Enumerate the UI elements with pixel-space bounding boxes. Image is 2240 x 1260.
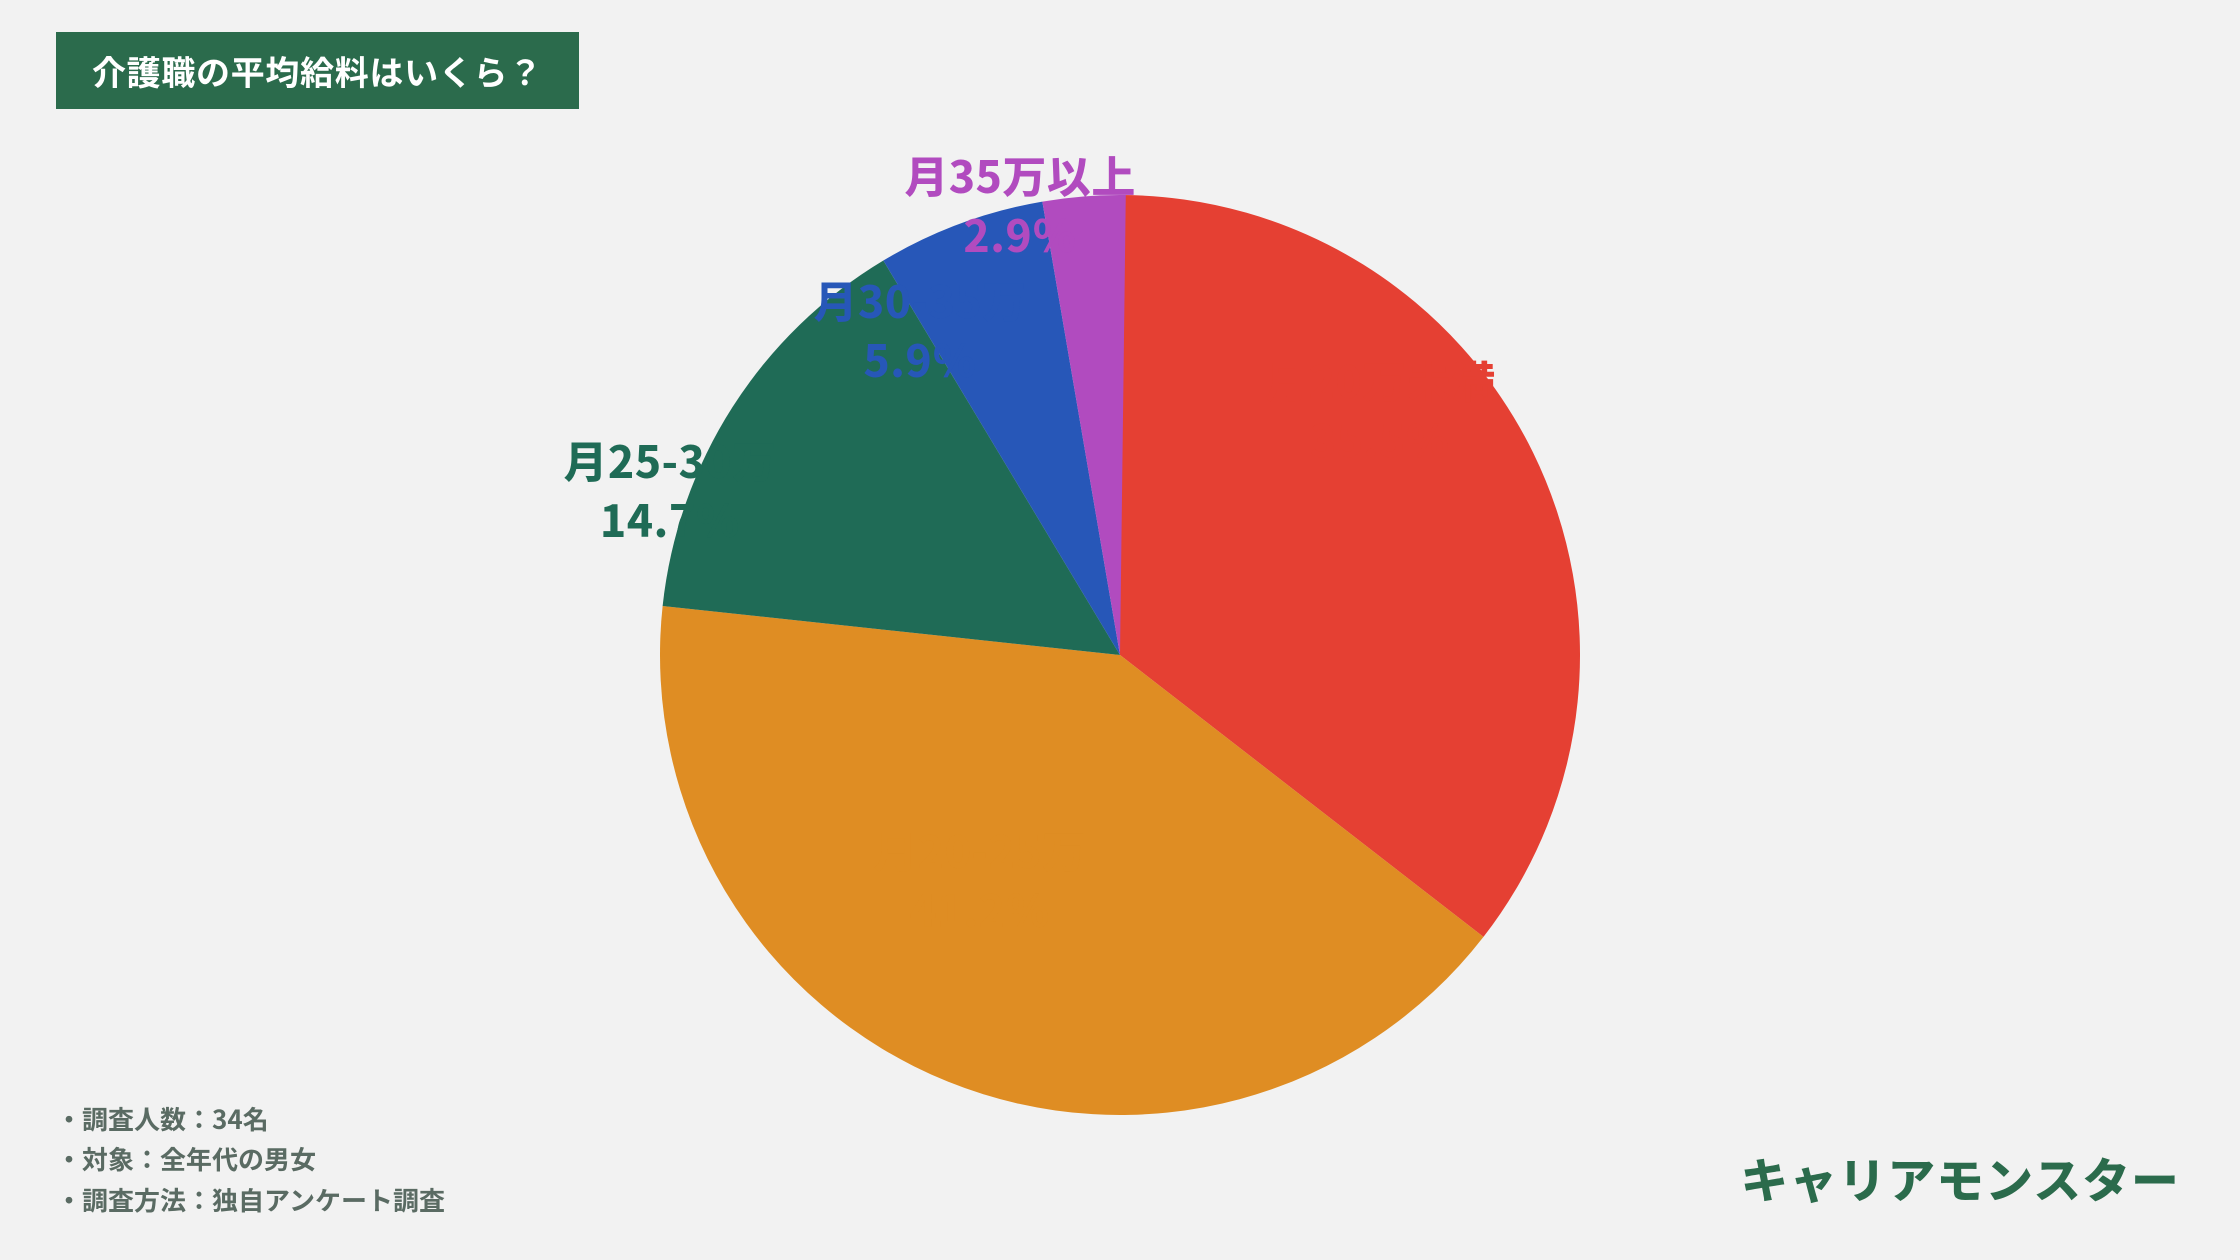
slice-category: 月30-35万 — [813, 270, 1026, 329]
title-text: 介護職の平均給料はいくら？ — [92, 46, 543, 95]
pie-slice-label: 月35万以上2.9％ — [904, 145, 1135, 264]
slice-percent: 41.2％ — [873, 879, 1086, 938]
survey-notes: ・調査人数：34名・対象：全年代の男女・調査方法：独自アンケート調査 — [56, 1099, 445, 1220]
survey-note-line: ・調査方法：独自アンケート調査 — [56, 1180, 445, 1220]
pie-slice-label: 月20-25万41.2％ — [873, 820, 1086, 939]
pie-slice-label: 月30-35万5.9％ — [813, 270, 1026, 389]
pie-slice-label: 月25-30万14.7％ — [563, 430, 776, 549]
slice-percent: 35.5％ — [1264, 409, 1495, 468]
slice-category: 月35万以上 — [904, 145, 1135, 204]
slice-percent: 14.7％ — [563, 489, 776, 548]
brand-logo: キャリアモンスター — [1740, 1142, 2180, 1212]
pie-chart — [660, 195, 1580, 1115]
survey-note-line: ・対象：全年代の男女 — [56, 1139, 445, 1179]
survey-note-line: ・調査人数：34名 — [56, 1099, 445, 1139]
slice-category: 月25-30万 — [563, 430, 776, 489]
slice-category: 月20万未満 — [1264, 350, 1495, 409]
brand-text: キャリアモンスター — [1740, 1142, 2180, 1212]
slice-percent: 2.9％ — [904, 204, 1135, 263]
pie-svg — [660, 195, 1580, 1115]
slice-percent: 5.9％ — [813, 329, 1026, 388]
pie-slice-label: 月20万未満35.5％ — [1264, 350, 1495, 469]
slice-category: 月20-25万 — [873, 820, 1086, 879]
title-banner: 介護職の平均給料はいくら？ — [56, 32, 579, 109]
